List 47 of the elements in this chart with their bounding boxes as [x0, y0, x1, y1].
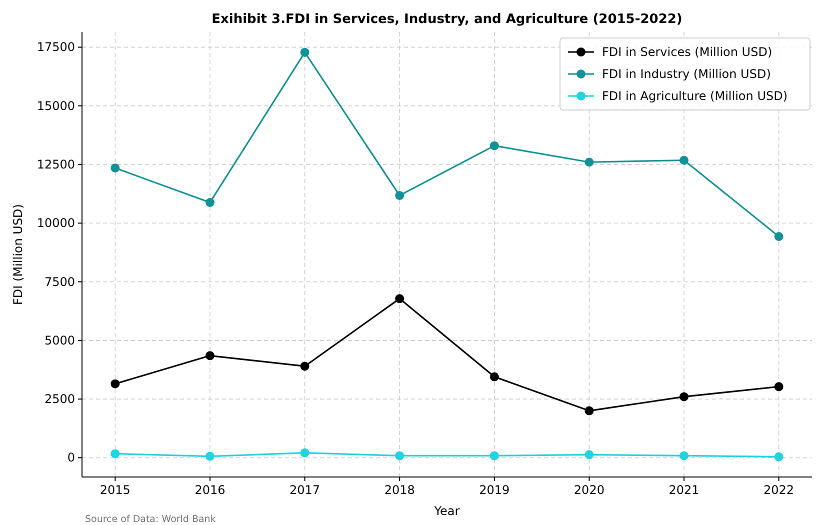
- x-tick-label: 2018: [384, 483, 415, 497]
- x-axis-title: Year: [433, 504, 460, 518]
- point: [110, 379, 120, 388]
- x-tick-label: 2017: [290, 483, 320, 497]
- point: [205, 351, 214, 360]
- point: [584, 158, 594, 167]
- legend-label: FDI in Services (Million USD): [602, 45, 772, 59]
- legend-label: FDI in Agriculture (Million USD): [602, 89, 788, 103]
- point: [490, 372, 499, 382]
- point: [774, 452, 784, 462]
- point: [300, 448, 310, 458]
- point: [300, 362, 310, 371]
- point: [680, 156, 689, 165]
- x-tick-label: 2015: [100, 483, 130, 497]
- point: [584, 406, 594, 416]
- x-tick-label: 2020: [574, 483, 604, 497]
- x-tick-label: 2019: [479, 483, 510, 497]
- x-tick-label: 2022: [764, 483, 794, 497]
- y-tick-label: 15000: [36, 98, 75, 113]
- point: [300, 48, 310, 57]
- x-tick-label: 2016: [194, 483, 226, 497]
- y-tick-label: 17500: [36, 40, 75, 54]
- point: [490, 451, 499, 460]
- y-tick-label: 0: [67, 450, 75, 465]
- point: [395, 190, 404, 200]
- point: [490, 141, 499, 150]
- y-tick-label: 12500: [36, 157, 75, 172]
- y-tick-label: 5000: [44, 333, 75, 348]
- point: [395, 294, 404, 304]
- point: [395, 451, 404, 460]
- legend-label: FDI in Industry (Million USD): [602, 67, 771, 81]
- point: [110, 163, 120, 172]
- point: [680, 451, 689, 460]
- point: [680, 392, 689, 402]
- y-tick-label: 2500: [44, 392, 75, 406]
- y-tick-label: 7500: [44, 274, 75, 289]
- point: [205, 452, 214, 461]
- point: [110, 449, 120, 458]
- y-tick-label: 10000: [36, 216, 75, 230]
- y-axis-title: FDI (Million USD): [11, 204, 25, 305]
- point: [584, 450, 594, 460]
- x-tick-label: 2021: [668, 483, 700, 497]
- source-note: Source of Data: World Bank: [85, 514, 216, 525]
- point: [774, 232, 784, 241]
- point: [774, 382, 784, 392]
- chart-title: Exihibit 3.FDI in Services, Industry, and Agriculture (2015-2022): [212, 12, 682, 27]
- point: [205, 198, 214, 207]
